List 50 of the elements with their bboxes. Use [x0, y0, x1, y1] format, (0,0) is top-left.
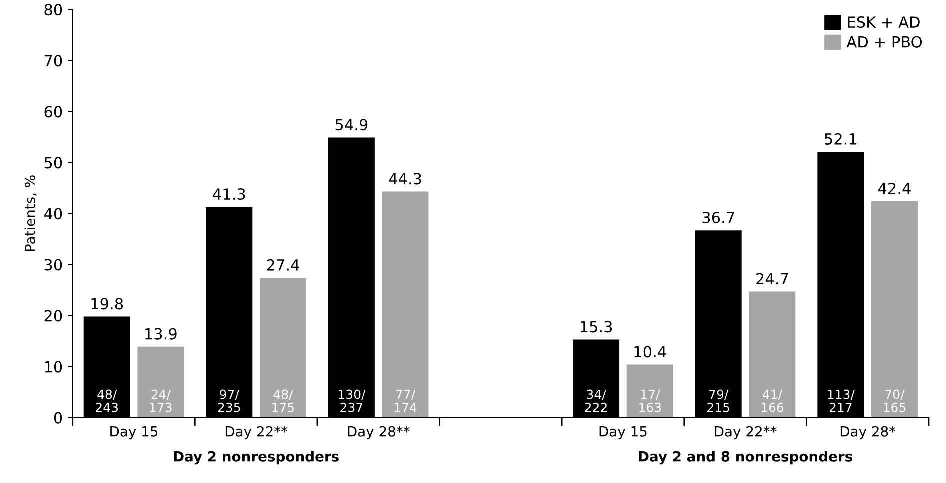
legend-label: AD + PBO [846, 36, 922, 48]
data-label: 24.7 [756, 273, 788, 285]
y-tick-label: 20 [44, 310, 62, 322]
x-tick-label: Day 28* [840, 426, 896, 440]
text: Day 2 nonresponders [174, 451, 339, 465]
data-label: 42.4 [878, 182, 911, 194]
y-tick-label: 30 [44, 259, 62, 271]
x-tick-label: Day 15 [110, 426, 158, 440]
annotation: 41/ 166 [762, 390, 784, 412]
data-label: 44.3 [389, 173, 422, 185]
annotation: 130/ 237 [339, 390, 366, 412]
data-label: 27.4 [267, 259, 300, 271]
y-tick-label: 70 [44, 55, 62, 67]
annotation: 17/ 163 [640, 390, 662, 412]
y-tick-label: 50 [44, 157, 62, 169]
bar [749, 292, 796, 418]
bar [138, 346, 184, 418]
data-label: 19.8 [92, 298, 124, 310]
annotation: 70/ 165 [884, 390, 906, 412]
y-tick-label: 40 [44, 208, 62, 220]
data-label: 15.3 [580, 321, 612, 333]
text: Day 2 and 8 nonresponders [639, 451, 852, 465]
bar [382, 192, 429, 418]
data-label: 54.9 [336, 119, 368, 131]
y-tick-label: 0 [54, 412, 62, 424]
bar [260, 278, 306, 418]
annotation: 113/ 217 [828, 390, 855, 412]
y-tick-label: 80 [44, 4, 62, 16]
data-label: 36.7 [702, 212, 734, 224]
x-tick-label: Day 28** [348, 426, 410, 440]
bar [871, 201, 918, 418]
data-label: 13.9 [146, 328, 177, 340]
legend-label: ESK + AD [848, 16, 920, 28]
annotation: 79/ 215 [708, 390, 730, 412]
annotation: 48/ 175 [272, 390, 294, 412]
data-label: 41.3 [213, 188, 246, 200]
y-axis-title: Patients, % [24, 176, 37, 252]
data-label: 10.4 [634, 346, 666, 358]
annotation: 48/ 243 [96, 390, 118, 412]
x-tick-label: Day 22** [226, 426, 288, 440]
y-tick-label: 60 [44, 106, 62, 118]
x-tick-label: Day 22** [715, 426, 777, 440]
x-tick-label: Day 15 [600, 426, 647, 440]
annotation: 77/ 174 [394, 390, 417, 412]
bar [626, 364, 674, 418]
annotation: 34/ 222 [585, 390, 607, 412]
data-label: 52.1 [825, 133, 857, 145]
annotation: 24/ 173 [150, 390, 172, 412]
annotation: 97/ 235 [218, 390, 240, 412]
y-tick-label: 10 [45, 361, 62, 373]
